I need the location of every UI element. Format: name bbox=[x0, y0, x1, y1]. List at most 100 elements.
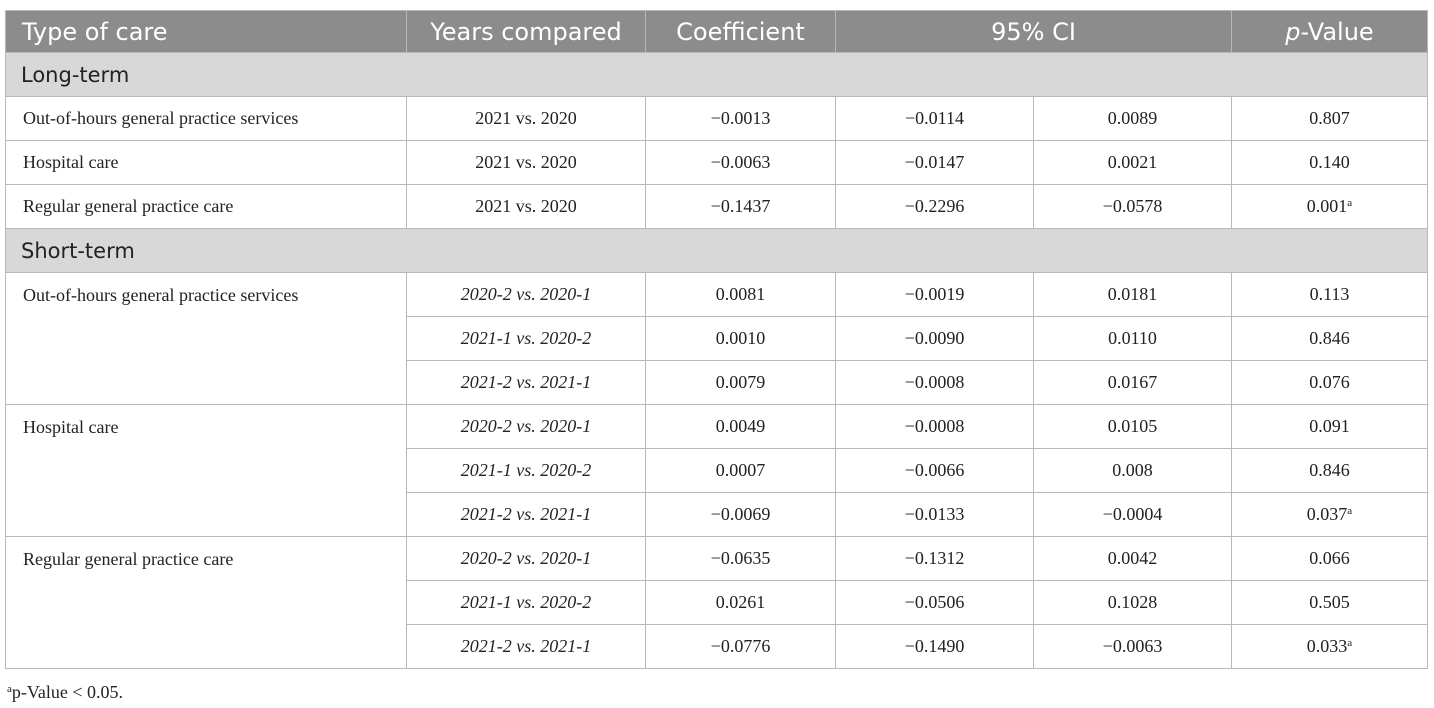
p-value-number: 0.001 bbox=[1306, 196, 1348, 216]
col-p-value-suffix: -Value bbox=[1300, 17, 1374, 46]
ci-lower-cell: −0.0506 bbox=[835, 580, 1034, 625]
section-row-long-term: Long-term bbox=[5, 52, 1428, 97]
table-row: Regular general practice care 2020-2 vs. … bbox=[5, 536, 1428, 669]
p-value-number: 0.846 bbox=[1309, 328, 1350, 348]
footnote-text: p-Value < 0.05. bbox=[11, 682, 124, 702]
col-type-of-care: Type of care bbox=[5, 10, 407, 53]
ci-upper-cell: 0.0167 bbox=[1033, 360, 1232, 405]
ci-lower-cell: −0.0019 bbox=[835, 272, 1034, 317]
col-p-value-italic: p bbox=[1285, 17, 1301, 46]
p-value-cell: 0.076 bbox=[1231, 360, 1428, 405]
header-row: Type of care Years compared Coefficient … bbox=[5, 10, 1428, 53]
years-compared-cell: 2021 vs. 2020 bbox=[406, 96, 646, 141]
col-years-compared: Years compared bbox=[406, 10, 646, 53]
p-value-cell: 0.001a bbox=[1231, 184, 1428, 229]
ci-lower-cell: −0.0114 bbox=[835, 96, 1034, 141]
coefficient-cell: −0.0635 bbox=[645, 536, 836, 581]
p-value-cell: 0.091 bbox=[1231, 404, 1428, 449]
years-compared-cell: 2020-2 vs. 2020-1 bbox=[406, 536, 646, 581]
ci-upper-cell: 0.0021 bbox=[1033, 140, 1232, 185]
table-row: 2021-2 vs. 2021-1 −0.0069 −0.0133 −0.0004 0.… bbox=[6, 492, 1428, 537]
p-value-number: 0.091 bbox=[1309, 416, 1350, 436]
p-value-cell: 0.140 bbox=[1231, 140, 1428, 185]
type-of-care-cell: Regular general practice care bbox=[5, 184, 407, 229]
table-row: 2021-2 vs. 2021-1 −0.0776 −0.1490 −0.0063 0.… bbox=[6, 624, 1428, 669]
coefficient-cell: −0.0063 bbox=[645, 140, 836, 185]
p-value-cell: 0.807 bbox=[1231, 96, 1428, 141]
ci-upper-cell: −0.0004 bbox=[1033, 492, 1232, 537]
p-value-number: 0.140 bbox=[1309, 152, 1350, 172]
ci-lower-cell: −0.0090 bbox=[835, 316, 1034, 361]
footnote: ap-Value < 0.05. bbox=[7, 682, 123, 703]
ci-upper-cell: 0.0089 bbox=[1033, 96, 1232, 141]
ci-lower-cell: −0.0147 bbox=[835, 140, 1034, 185]
p-value-number: 0.846 bbox=[1309, 460, 1350, 480]
years-compared-cell: 2021-1 vs. 2020-2 bbox=[406, 580, 646, 625]
coefficient-cell: −0.0776 bbox=[645, 624, 836, 669]
significance-mark: a bbox=[1347, 197, 1353, 209]
p-value-cell: 0.113 bbox=[1231, 272, 1428, 317]
ci-upper-cell: 0.0110 bbox=[1033, 316, 1232, 361]
coefficient-cell: −0.0013 bbox=[645, 96, 836, 141]
type-of-care-cell: Hospital care bbox=[5, 140, 407, 185]
p-value-number: 0.076 bbox=[1309, 372, 1350, 392]
ci-lower-cell: −0.1312 bbox=[835, 536, 1034, 581]
table-row: Hospital care 2020-2 vs. 2020-1 0.0049 −0.0… bbox=[5, 404, 1428, 537]
years-compared-cell: 2021-1 vs. 2020-2 bbox=[406, 448, 646, 493]
coefficient-cell: 0.0081 bbox=[645, 272, 836, 317]
ci-upper-cell: 0.0181 bbox=[1033, 272, 1232, 317]
p-value-number: 0.807 bbox=[1309, 108, 1350, 128]
ci-lower-cell: −0.2296 bbox=[835, 184, 1034, 229]
ci-upper-cell: 0.008 bbox=[1033, 448, 1232, 493]
coefficient-cell: 0.0261 bbox=[645, 580, 836, 625]
years-compared-cell: 2021-2 vs. 2021-1 bbox=[406, 492, 646, 537]
p-value-number: 0.505 bbox=[1309, 592, 1350, 612]
p-value-number: 0.066 bbox=[1309, 548, 1350, 568]
table-row: Out-of-hours general practice services 20… bbox=[5, 272, 1428, 405]
section-label-long-term: Long-term bbox=[5, 52, 1428, 97]
years-compared-cell: 2021-2 vs. 2021-1 bbox=[406, 624, 646, 669]
results-table: Type of care Years compared Coefficient … bbox=[5, 10, 1428, 669]
ci-lower-cell: −0.0008 bbox=[835, 360, 1034, 405]
years-compared-cell: 2021-2 vs. 2021-1 bbox=[406, 360, 646, 405]
p-value-number: 0.033 bbox=[1306, 636, 1348, 656]
p-value-cell: 0.505 bbox=[1231, 580, 1428, 625]
table-row: 2021-2 vs. 2021-1 0.0079 −0.0008 0.0167 0.07… bbox=[6, 360, 1428, 405]
ci-upper-cell: 0.0042 bbox=[1033, 536, 1232, 581]
coefficient-cell: 0.0007 bbox=[645, 448, 836, 493]
type-of-care-cell: Out-of-hours general practice services bbox=[5, 96, 407, 141]
type-of-care-cell: Regular general practice care bbox=[5, 536, 407, 669]
coefficient-cell: 0.0079 bbox=[645, 360, 836, 405]
ci-upper-cell: −0.0578 bbox=[1033, 184, 1232, 229]
ci-lower-cell: −0.1490 bbox=[835, 624, 1034, 669]
table-row: Hospital care 2021 vs. 2020 −0.0063 −0.0147… bbox=[5, 140, 1428, 185]
p-value-cell: 0.033a bbox=[1231, 624, 1428, 669]
significance-mark: a bbox=[1347, 505, 1353, 517]
section-label-short-term: Short-term bbox=[5, 228, 1428, 273]
ci-lower-cell: −0.0008 bbox=[835, 404, 1034, 449]
coefficient-cell: 0.0010 bbox=[645, 316, 836, 361]
ci-upper-cell: 0.1028 bbox=[1033, 580, 1232, 625]
p-value-cell: 0.846 bbox=[1231, 316, 1428, 361]
col-coefficient: Coefficient bbox=[645, 10, 836, 53]
years-compared-cell: 2020-2 vs. 2020-1 bbox=[406, 404, 646, 449]
years-compared-cell: 2020-2 vs. 2020-1 bbox=[406, 272, 646, 317]
significance-mark: a bbox=[1347, 637, 1353, 649]
coefficient-cell: −0.1437 bbox=[645, 184, 836, 229]
p-value-cell: 0.066 bbox=[1231, 536, 1428, 581]
table-body: Long-term Out-of-hours general practice … bbox=[5, 52, 1428, 669]
p-value-cell: 0.037a bbox=[1231, 492, 1428, 537]
coefficient-cell: −0.0069 bbox=[645, 492, 836, 537]
table-row: 2021-1 vs. 2020-2 0.0007 −0.0066 0.008 0.846 bbox=[6, 448, 1428, 493]
years-compared-cell: 2021-1 vs. 2020-2 bbox=[406, 316, 646, 361]
p-value-cell: 0.846 bbox=[1231, 448, 1428, 493]
p-value-number: 0.113 bbox=[1309, 284, 1350, 304]
ci-lower-cell: −0.0066 bbox=[835, 448, 1034, 493]
years-compared-cell: 2021 vs. 2020 bbox=[406, 184, 646, 229]
type-of-care-cell: Out-of-hours general practice services bbox=[5, 272, 407, 405]
table-row: 2021-1 vs. 2020-2 0.0261 −0.0506 0.1028 0.50… bbox=[6, 580, 1428, 625]
ci-upper-cell: −0.0063 bbox=[1033, 624, 1232, 669]
table-row: Out-of-hours general practice services 20… bbox=[5, 96, 1428, 141]
table-row: 2021-1 vs. 2020-2 0.0010 −0.0090 0.0110 0.84… bbox=[6, 316, 1428, 361]
footnote-mark: a bbox=[7, 683, 12, 695]
